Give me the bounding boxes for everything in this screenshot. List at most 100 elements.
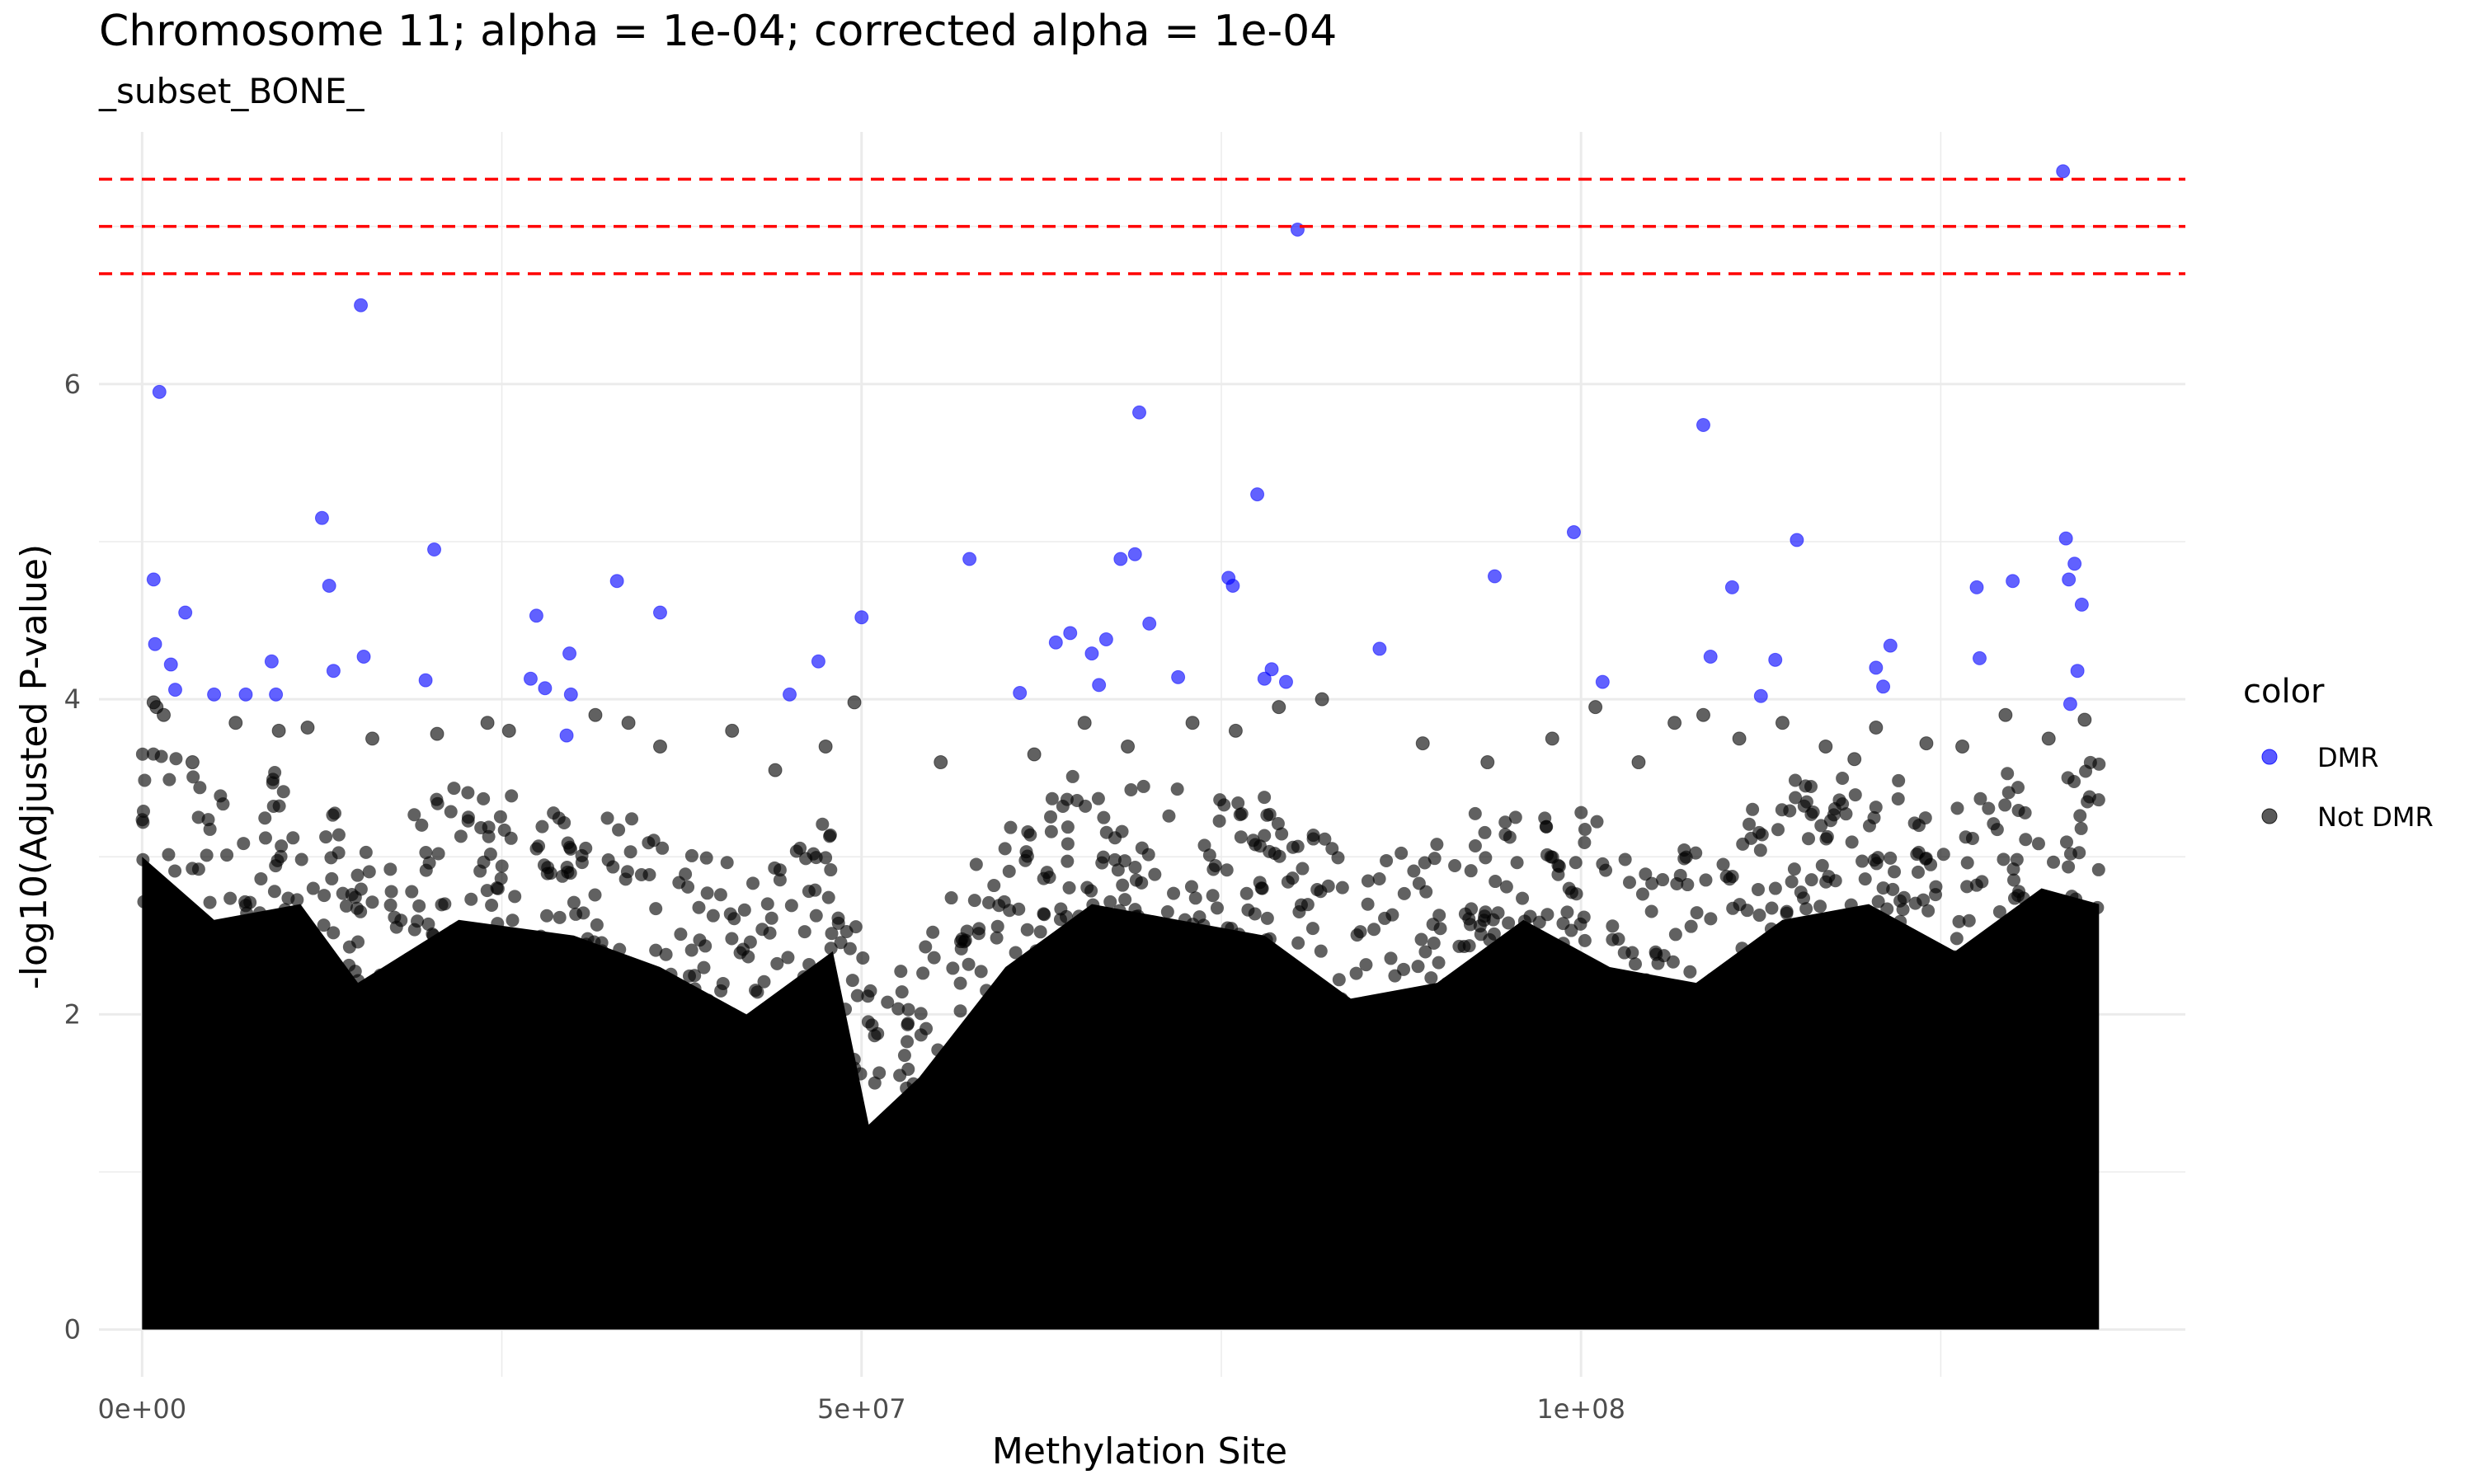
scatter-point-not-dmr [818,739,833,754]
scatter-point-not-dmr [412,899,426,913]
scatter-point-dmr [538,681,553,696]
scatter-point-not-dmr [1677,843,1691,857]
scatter-point-not-dmr [1248,950,1262,964]
scatter-point-dmr [356,649,371,664]
scatter-point-not-dmr [477,791,491,805]
scatter-point-not-dmr [396,975,410,989]
scatter-point-not-dmr [763,926,777,940]
scatter-point-not-dmr [854,1067,868,1081]
scatter-point-not-dmr [797,970,811,984]
points [135,164,2106,1147]
scatter-point-not-dmr [1465,960,1479,974]
scatter-point-not-dmr [319,830,333,844]
scatter-point-not-dmr [1982,801,1996,815]
scatter-point-not-dmr [1129,873,1143,887]
scatter-point-not-dmr [1170,954,1184,968]
scatter-point-not-dmr [1508,810,1522,824]
scatter-point-not-dmr [1234,830,1248,844]
scatter-point-not-dmr [1418,945,1432,959]
scatter-point-not-dmr [339,899,353,913]
scatter-point-not-dmr [1764,922,1778,936]
scatter-point-not-dmr [2059,835,2073,849]
scatter-point-not-dmr [647,834,661,848]
scatter-point-not-dmr [1743,817,1757,831]
scatter-point-not-dmr [1474,928,1488,942]
scatter-point-not-dmr [901,1035,915,1049]
scatter-point-not-dmr [588,707,603,722]
scatter-point-not-dmr [336,886,350,900]
scatter-point-not-dmr [535,819,549,834]
scatter-point-not-dmr [659,947,673,961]
scatter-point-not-dmr [501,723,516,738]
scatter-point-not-dmr [1751,882,1765,896]
dense-points-region [142,857,2100,1330]
scatter-point-not-dmr [540,909,554,923]
scatter-point-not-dmr [1121,739,1136,754]
scatter-point-not-dmr [1599,863,1613,877]
scatter-point-not-dmr [373,978,387,992]
scatter-point-not-dmr [276,785,290,799]
scatter-point-dmr [1566,524,1581,539]
scatter-point-not-dmr [1816,933,1830,947]
scatter-point-dmr [1142,616,1157,631]
scatter-point-not-dmr [809,909,823,923]
scatter-point-not-dmr [656,841,670,855]
scatter-point-not-dmr [1432,956,1446,970]
scatter-point-not-dmr [893,1068,907,1082]
scatter-point-not-dmr [220,848,234,862]
scatter-point-not-dmr [797,925,811,939]
scatter-point-not-dmr [2010,852,2024,866]
scatter-point-not-dmr [1998,707,2013,722]
scatter-point-not-dmr [895,985,909,999]
scatter-point-not-dmr [384,885,398,899]
scatter-point-not-dmr [1296,862,1310,876]
scatter-point-not-dmr [1084,884,1098,898]
scatter-point-not-dmr [1869,801,1883,815]
scatter-point-not-dmr [1787,862,1801,876]
scatter-point-not-dmr [242,917,256,931]
scatter-point-not-dmr [1804,780,1818,794]
scatter-point-not-dmr [1502,916,1516,930]
scatter-point-not-dmr [186,862,200,876]
scatter-point-dmr [1753,688,1768,703]
scatter-point-dmr [1171,669,1186,684]
scatter-point-not-dmr [1959,830,1973,844]
scatter-point-not-dmr [186,770,200,784]
scatter-point-not-dmr [1819,832,1833,846]
scatter-point-not-dmr [2031,923,2045,937]
scatter-point-not-dmr [1275,827,1289,841]
scatter-point-not-dmr [2091,862,2105,876]
scatter-point-not-dmr [1232,928,1246,942]
scatter-point-not-dmr [258,831,272,845]
scatter-point-not-dmr [374,968,388,982]
scatter-point-not-dmr [613,942,627,956]
scatter-point-not-dmr [1395,846,1409,860]
scatter-point-not-dmr [531,945,545,959]
scatter-point-not-dmr [773,863,787,877]
scatter-point-not-dmr [1845,835,1859,849]
scatter-point-not-dmr [569,907,583,921]
scatter-point-not-dmr [495,859,509,873]
scatter-point-not-dmr [263,919,277,933]
scatter-point-not-dmr [1556,917,1570,931]
scatter-point-not-dmr [1221,921,1235,935]
scatter-point-not-dmr [1924,857,1938,871]
scatter-point-not-dmr [1788,773,1802,787]
scatter-point-not-dmr [135,747,149,761]
scatter-point-dmr [1703,649,1718,664]
scatter-point-not-dmr [1407,864,1421,878]
scatter-point-not-dmr [1969,878,1983,892]
scatter-point-not-dmr [2011,781,2025,795]
scatter-point-dmr [1372,641,1387,656]
scatter-point-not-dmr [551,960,565,974]
scatter-point-not-dmr [1788,920,1802,934]
scatter-point-not-dmr [674,928,688,942]
scatter-point-not-dmr [967,894,981,908]
scatter-point-not-dmr [557,815,571,829]
scatter-point-not-dmr [168,864,182,878]
scatter-point-not-dmr [190,943,204,957]
scatter-point-not-dmr [1397,886,1411,900]
scatter-point-not-dmr [1869,721,1884,735]
scatter-point-not-dmr [438,897,452,911]
